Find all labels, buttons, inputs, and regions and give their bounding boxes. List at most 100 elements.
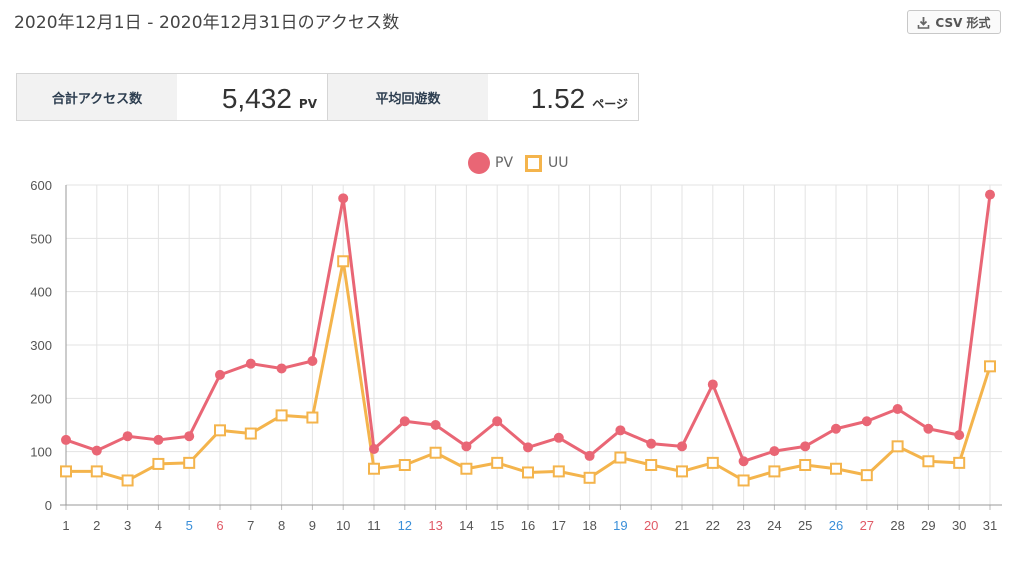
- x-tick-label: 25: [798, 518, 812, 533]
- legend-item-pv[interactable]: PV: [468, 152, 513, 174]
- x-tick-label: 14: [459, 518, 473, 533]
- data-point-uu: [768, 465, 781, 478]
- total-access-value: 5,432 PV: [177, 74, 327, 120]
- data-point-pv: [399, 416, 410, 427]
- data-point-pv: [61, 434, 71, 445]
- x-tick-label: 4: [155, 518, 162, 533]
- data-point-pv: [923, 423, 934, 434]
- avg-pages-number: 1.52: [530, 83, 586, 114]
- data-point-uu: [614, 451, 627, 464]
- data-point-uu: [984, 360, 996, 373]
- data-point-uu: [152, 457, 165, 470]
- x-tick-label: 11: [367, 518, 381, 533]
- data-point-uu: [645, 459, 658, 471]
- y-tick-label: 400: [30, 285, 52, 300]
- legend-uu-label: UU: [548, 155, 569, 171]
- x-tick-label: 1: [62, 518, 69, 533]
- x-tick-label: 28: [890, 518, 904, 533]
- data-point-pv: [985, 189, 995, 200]
- data-point-uu: [60, 465, 72, 478]
- x-tick-label: 29: [921, 518, 935, 533]
- data-point-pv: [307, 356, 318, 366]
- data-point-pv: [153, 434, 164, 445]
- data-point-pv: [738, 456, 749, 467]
- total-access-number: 5,432: [221, 83, 292, 114]
- data-point-pv: [523, 442, 533, 453]
- data-point-uu: [183, 456, 196, 469]
- download-icon: [917, 16, 930, 29]
- data-point-uu: [368, 462, 380, 475]
- x-tick-label: 12: [398, 518, 412, 533]
- x-tick-label: 5: [186, 518, 193, 533]
- x-tick-label: 19: [613, 518, 627, 533]
- data-point-uu: [953, 456, 966, 469]
- data-point-uu: [244, 427, 257, 440]
- total-access-unit: PV: [298, 97, 317, 111]
- data-point-uu: [491, 456, 504, 469]
- total-access-label: 合計アクセス数: [17, 74, 177, 120]
- x-tick-label: 21: [675, 518, 689, 533]
- avg-pages-label: 平均回遊数: [327, 74, 488, 120]
- chart-legend: PV UU: [468, 152, 581, 174]
- data-point-pv: [338, 193, 349, 204]
- x-tick-label: 23: [736, 518, 750, 533]
- data-point-pv: [646, 438, 657, 449]
- data-point-pv: [91, 445, 102, 456]
- data-point-pv: [800, 441, 811, 452]
- y-tick-label: 100: [30, 445, 52, 460]
- avg-pages-value: 1.52 ページ: [488, 74, 638, 120]
- data-point-uu: [583, 471, 596, 484]
- data-point-uu: [429, 446, 442, 459]
- data-point-pv: [430, 420, 441, 430]
- data-point-pv: [707, 379, 718, 390]
- data-point-uu: [90, 465, 103, 478]
- legend-item-uu[interactable]: UU: [525, 154, 569, 172]
- data-point-pv: [492, 416, 503, 427]
- data-point-pv: [276, 363, 287, 374]
- x-tick-label: 22: [706, 518, 720, 533]
- data-point-uu: [830, 462, 842, 475]
- data-point-uu: [860, 469, 873, 482]
- x-tick-label: 24: [767, 518, 781, 533]
- data-point-pv: [553, 432, 564, 443]
- data-point-pv: [615, 425, 626, 436]
- data-point-pv: [184, 431, 195, 442]
- legend-uu-marker: [525, 154, 543, 172]
- data-point-uu: [522, 466, 534, 479]
- csv-label: CSV 形式: [935, 15, 991, 30]
- x-tick-label: 2: [93, 518, 100, 533]
- x-tick-label: 17: [552, 518, 566, 533]
- data-point-uu: [337, 255, 350, 268]
- x-tick-label: 18: [582, 518, 596, 533]
- data-point-uu: [214, 424, 226, 437]
- data-point-pv: [215, 369, 225, 380]
- data-point-pv: [122, 431, 133, 442]
- data-point-uu: [737, 474, 750, 487]
- data-point-uu: [121, 474, 134, 487]
- data-point-pv: [584, 450, 595, 461]
- x-tick-label: 31: [983, 518, 997, 533]
- x-tick-label: 7: [247, 518, 254, 533]
- data-point-pv: [245, 358, 256, 369]
- csv-export-button[interactable]: CSV 形式: [907, 10, 1001, 34]
- data-point-uu: [306, 411, 319, 424]
- x-tick-label: 9: [309, 518, 316, 533]
- data-point-uu: [706, 456, 719, 469]
- x-tick-label: 6: [216, 518, 223, 533]
- x-tick-label: 26: [829, 518, 843, 533]
- x-tick-label: 3: [124, 518, 131, 533]
- data-point-uu: [552, 465, 565, 478]
- data-point-uu: [398, 459, 411, 471]
- data-point-pv: [369, 444, 379, 454]
- x-tick-label: 15: [490, 518, 504, 533]
- legend-pv-marker: [468, 152, 490, 174]
- page-title: 2020年12月1日 - 2020年12月31日のアクセス数: [14, 13, 400, 33]
- x-tick-label: 16: [521, 518, 535, 533]
- data-point-uu: [275, 409, 288, 422]
- data-point-pv: [461, 441, 472, 452]
- data-point-pv: [892, 404, 903, 414]
- legend-pv-label: PV: [495, 155, 514, 171]
- data-point-uu: [922, 455, 935, 468]
- x-tick-label: 10: [336, 518, 350, 533]
